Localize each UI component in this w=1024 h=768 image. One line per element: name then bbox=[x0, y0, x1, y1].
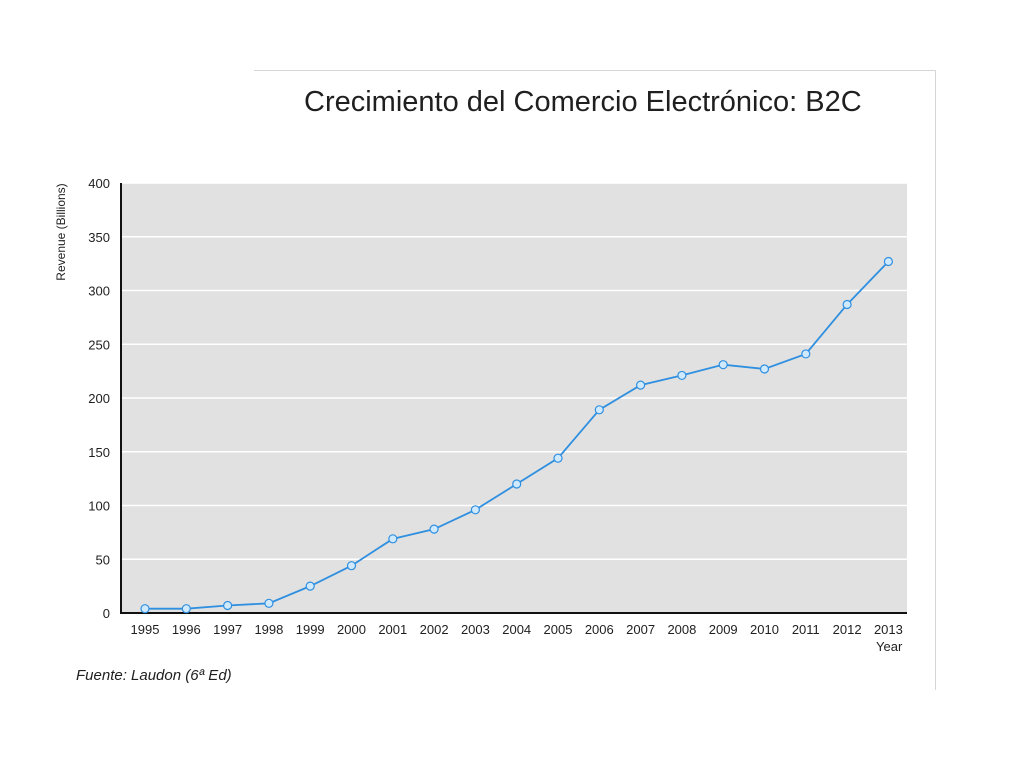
data-point bbox=[759, 364, 770, 374]
data-point bbox=[512, 479, 522, 489]
x-tick-label: 1995 bbox=[131, 622, 160, 637]
data-point bbox=[842, 299, 852, 310]
data-point bbox=[718, 360, 728, 370]
data-point bbox=[429, 524, 439, 534]
x-tick-label: 2006 bbox=[585, 622, 614, 637]
y-tick-label: 300 bbox=[88, 284, 110, 299]
data-point bbox=[635, 380, 646, 390]
y-tick-label: 50 bbox=[96, 552, 110, 567]
source-note: Fuente: Laudon (6ª Ed) bbox=[76, 667, 232, 684]
x-tick-label: 1997 bbox=[213, 622, 242, 637]
data-point bbox=[264, 598, 274, 608]
x-tick-label: 2013 bbox=[874, 622, 903, 637]
y-tick-label: 200 bbox=[88, 391, 110, 406]
x-tick-label: 2001 bbox=[378, 622, 407, 637]
frame-right-border bbox=[935, 70, 936, 690]
data-point bbox=[305, 581, 315, 591]
x-tick-label: 2011 bbox=[792, 622, 820, 637]
data-point bbox=[553, 453, 563, 463]
frame-top-border bbox=[254, 70, 936, 71]
chart-title: Crecimiento del Comercio Electrónico: B2… bbox=[304, 86, 862, 118]
data-point bbox=[677, 370, 687, 381]
x-tick-label: 2008 bbox=[667, 622, 696, 637]
data-point bbox=[470, 505, 480, 515]
data-point bbox=[223, 600, 233, 611]
x-tick-label: 1998 bbox=[254, 622, 283, 637]
x-tick-label: 1996 bbox=[172, 622, 201, 637]
y-tick-label: 100 bbox=[88, 499, 110, 514]
data-point bbox=[346, 561, 357, 571]
data-point bbox=[140, 604, 150, 614]
data-point bbox=[594, 405, 604, 415]
x-tick-label: 2010 bbox=[750, 622, 779, 637]
data-point bbox=[181, 604, 191, 614]
y-tick-label: 0 bbox=[103, 606, 110, 621]
x-tick-label: 1999 bbox=[296, 622, 325, 637]
x-tick-label: 2003 bbox=[461, 622, 490, 637]
y-tick-label: 350 bbox=[88, 230, 110, 245]
data-point bbox=[883, 256, 894, 267]
data-point bbox=[388, 534, 398, 544]
y-tick-label: 400 bbox=[88, 176, 110, 191]
x-tick-label: 2005 bbox=[544, 622, 573, 637]
x-tick-label: 2000 bbox=[337, 622, 366, 637]
x-tick-label: 2009 bbox=[709, 622, 738, 637]
y-tick-label: 250 bbox=[88, 337, 110, 352]
x-tick-label: 2002 bbox=[420, 622, 449, 637]
x-axis-label: Year bbox=[876, 639, 903, 654]
x-tick-label: 2007 bbox=[626, 622, 655, 637]
x-tick-label: 2012 bbox=[833, 622, 862, 637]
data-point bbox=[801, 349, 811, 359]
y-tick-label: 150 bbox=[88, 445, 110, 460]
x-tick-label: 2004 bbox=[502, 622, 531, 637]
